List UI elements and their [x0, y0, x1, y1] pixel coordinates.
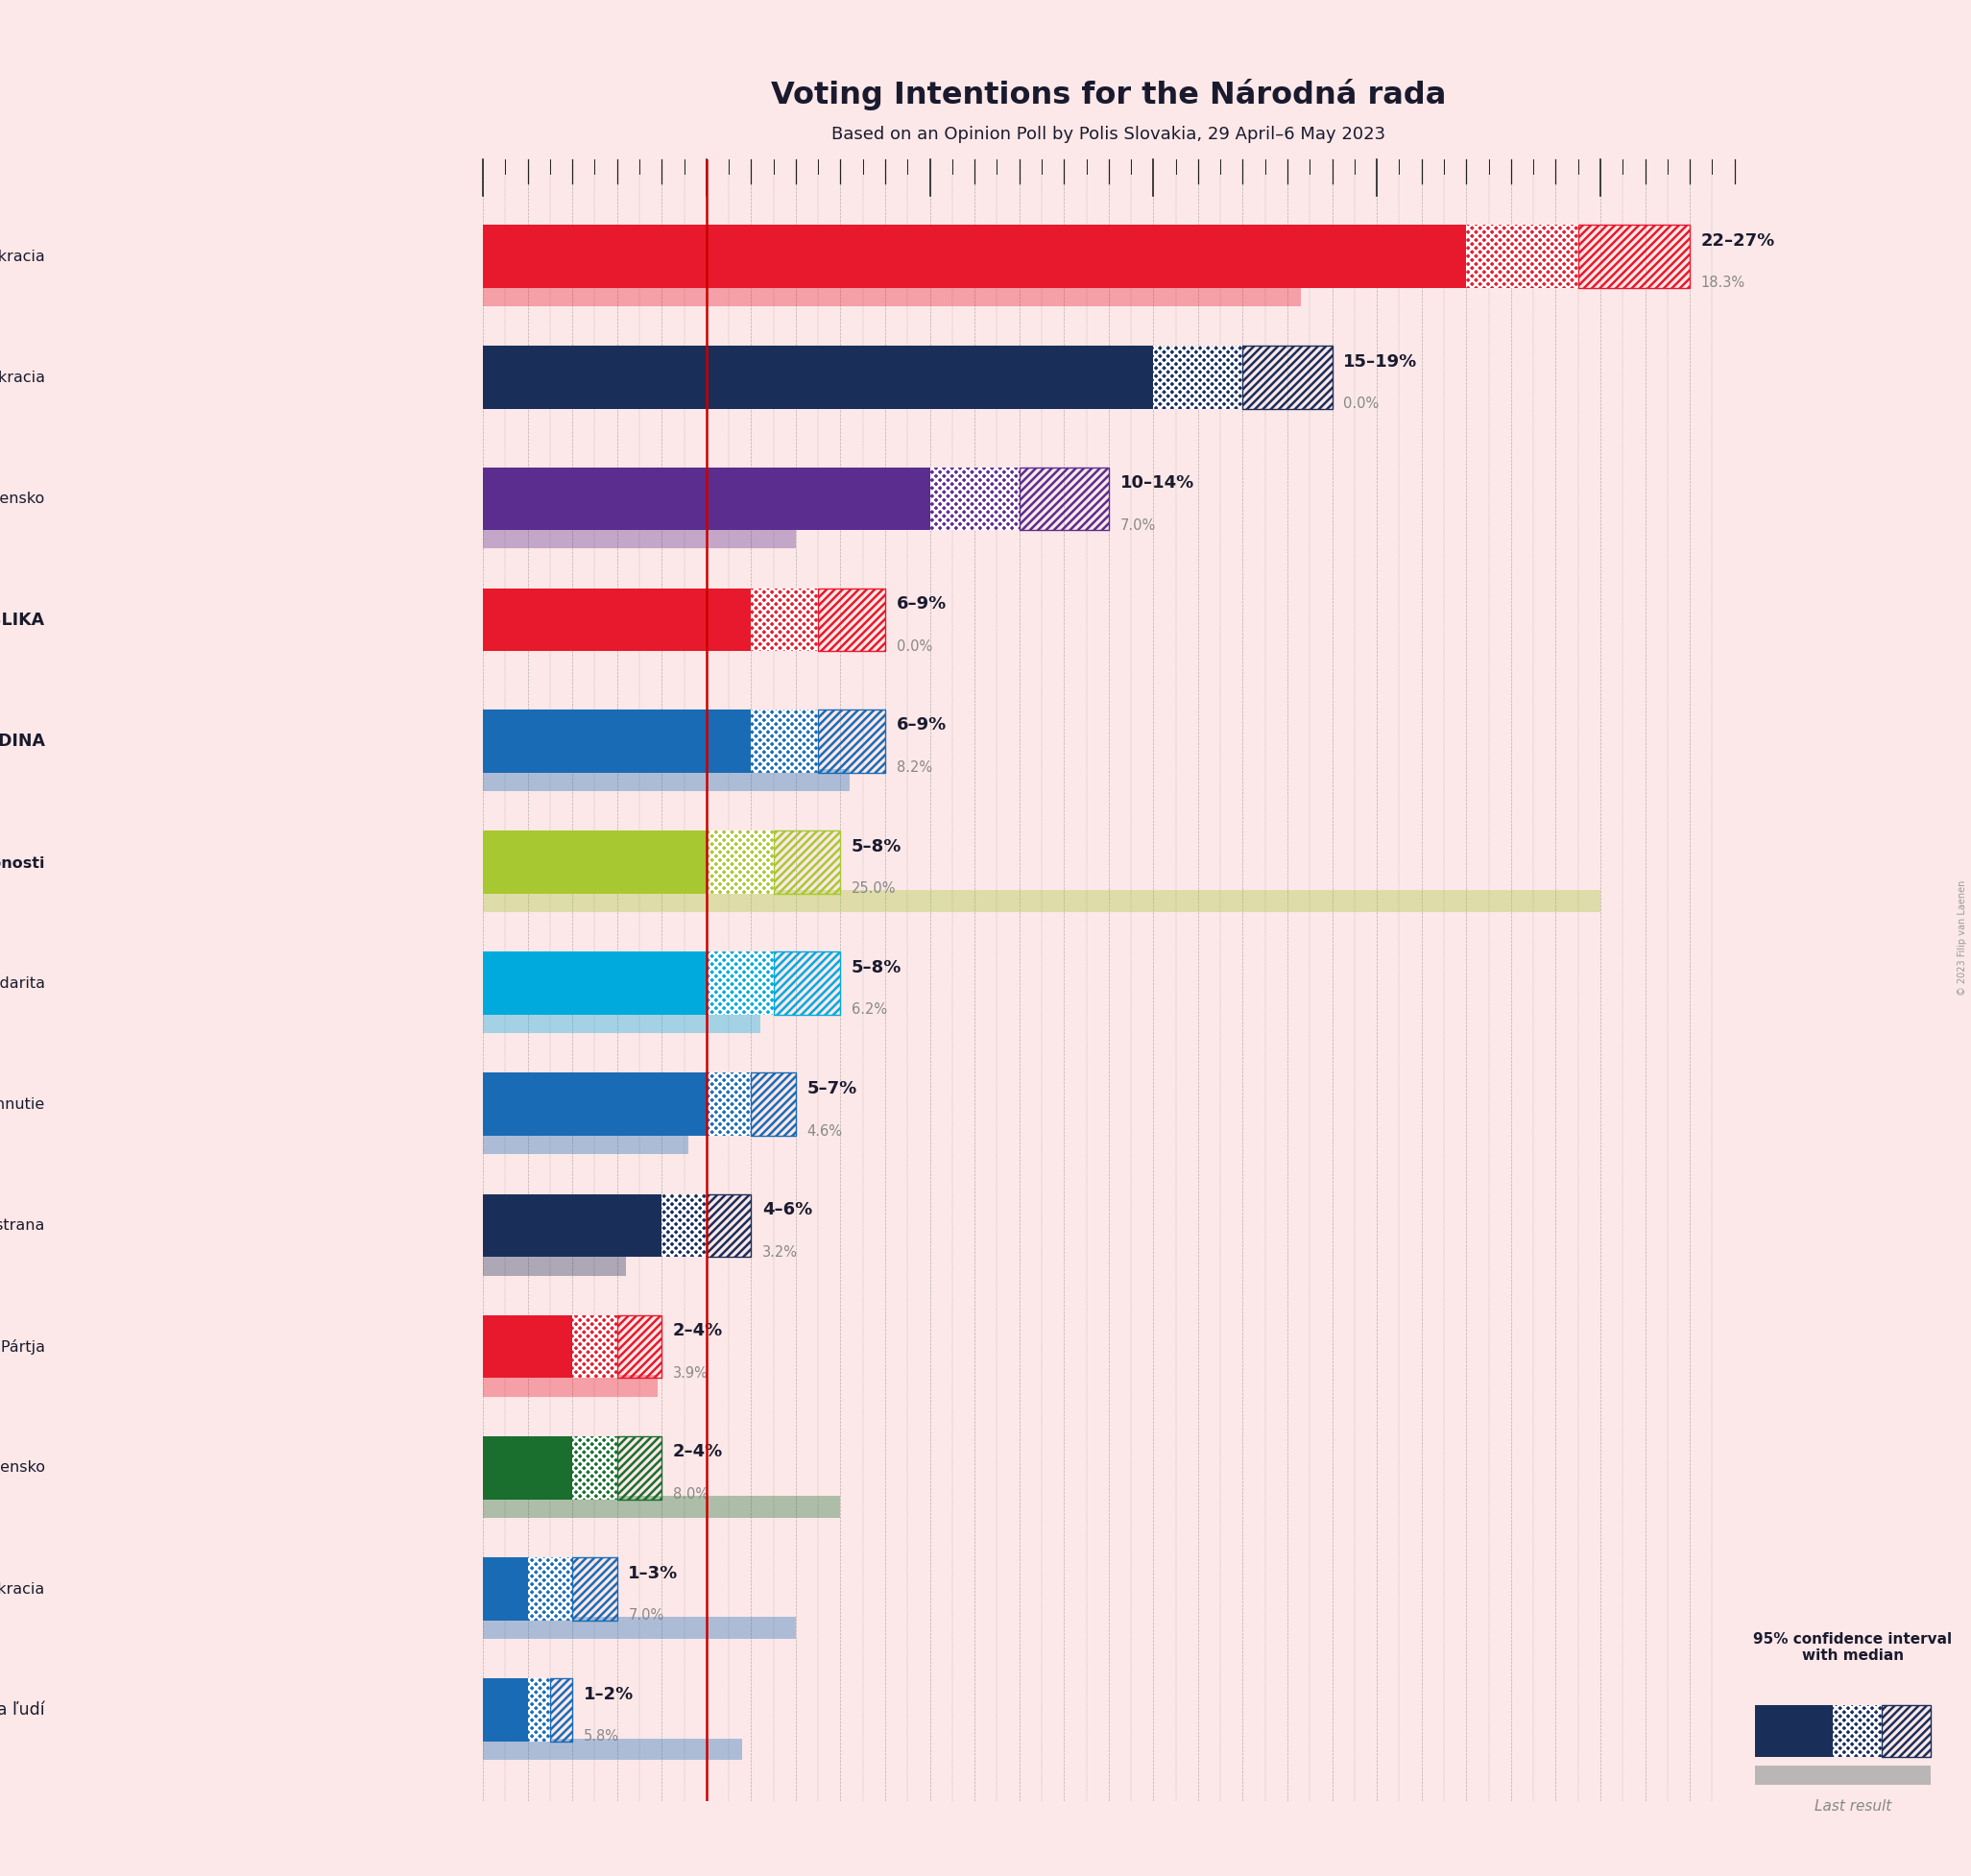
- Bar: [483, 1617, 796, 1640]
- Bar: [483, 951, 706, 1015]
- Text: 25.0%: 25.0%: [851, 882, 897, 897]
- Text: 0.0%: 0.0%: [1344, 398, 1380, 411]
- Bar: [483, 1495, 840, 1518]
- Text: 6–9%: 6–9%: [897, 595, 946, 613]
- Text: 8.0%: 8.0%: [672, 1488, 708, 1501]
- Text: REPUBLIKA: REPUBLIKA: [0, 612, 45, 628]
- Bar: [483, 1739, 743, 1760]
- Bar: [773, 831, 840, 893]
- Bar: [483, 831, 706, 893]
- Bar: [483, 1073, 706, 1135]
- Text: 2–4%: 2–4%: [672, 1323, 723, 1339]
- Text: 5–8%: 5–8%: [851, 959, 903, 976]
- Bar: [483, 709, 751, 773]
- Text: Progresívne Slovensko: Progresívne Slovensko: [0, 492, 45, 507]
- Bar: [617, 1437, 662, 1499]
- Bar: [818, 589, 885, 651]
- Text: 3.2%: 3.2%: [763, 1246, 798, 1259]
- Bar: [483, 1557, 528, 1621]
- Text: Kresťanskodemokratické hnutie: Kresťanskodemokratické hnutie: [0, 1097, 45, 1112]
- Text: 3.9%: 3.9%: [672, 1366, 708, 1381]
- Bar: [483, 1375, 656, 1396]
- Bar: [617, 1315, 662, 1379]
- Text: 4–6%: 4–6%: [763, 1201, 812, 1218]
- Bar: [572, 1315, 617, 1379]
- Text: Za ľudí: Za ľudí: [0, 1702, 45, 1718]
- Bar: [1244, 345, 1332, 409]
- Text: 95% confidence interval
with median: 95% confidence interval with median: [1754, 1632, 1951, 1664]
- Text: © 2023 Filip van Laenen: © 2023 Filip van Laenen: [1957, 880, 1967, 996]
- Bar: [550, 1679, 572, 1741]
- Text: 10–14%: 10–14%: [1120, 475, 1194, 492]
- Bar: [483, 1679, 528, 1741]
- Bar: [930, 467, 1019, 531]
- Text: 18.3%: 18.3%: [1701, 276, 1744, 291]
- Text: 7.0%: 7.0%: [1120, 518, 1155, 533]
- Bar: [483, 769, 850, 792]
- Bar: [751, 589, 818, 651]
- Bar: [773, 951, 840, 1015]
- Text: 2–4%: 2–4%: [672, 1443, 723, 1461]
- Text: OBYČAJNÍ ĽUDIA a nezávislé osobnosti: OBYČAJNÍ ĽUDIA a nezávislé osobnosti: [0, 854, 45, 870]
- Bar: [483, 1253, 627, 1276]
- Bar: [483, 589, 751, 651]
- Bar: [706, 951, 773, 1015]
- Bar: [528, 1557, 572, 1621]
- Text: SPOLU–Občianska Demokracia: SPOLU–Občianska Demokracia: [0, 1581, 45, 1596]
- Text: SME RODINA: SME RODINA: [0, 732, 45, 750]
- Text: 15–19%: 15–19%: [1344, 353, 1417, 370]
- Bar: [483, 1193, 662, 1257]
- Bar: [572, 1557, 617, 1621]
- Bar: [706, 1193, 751, 1257]
- Text: 6–9%: 6–9%: [897, 717, 946, 734]
- Bar: [1466, 225, 1579, 287]
- Bar: [706, 831, 773, 893]
- Text: Based on an Opinion Poll by Polis Slovakia, 29 April–6 May 2023: Based on an Opinion Poll by Polis Slovak…: [832, 126, 1386, 143]
- Text: Last result: Last result: [1813, 1799, 1892, 1814]
- Text: 5–7%: 5–7%: [806, 1081, 857, 1097]
- Bar: [483, 345, 1153, 409]
- Bar: [1833, 1705, 1882, 1756]
- Text: HLAS–sociálna demokracia: HLAS–sociálna demokracia: [0, 370, 45, 385]
- Bar: [483, 1437, 572, 1499]
- Bar: [1153, 345, 1244, 409]
- Bar: [483, 285, 1301, 306]
- Text: 4.6%: 4.6%: [806, 1124, 842, 1139]
- Text: 22–27%: 22–27%: [1701, 233, 1776, 250]
- Bar: [483, 527, 796, 548]
- Text: 8.2%: 8.2%: [897, 760, 932, 775]
- Text: 0.0%: 0.0%: [897, 640, 932, 653]
- Text: Voting Intentions for the Národná rada: Voting Intentions for the Národná rada: [771, 79, 1447, 111]
- Text: 6.2%: 6.2%: [851, 1002, 887, 1017]
- Bar: [662, 1193, 706, 1257]
- Bar: [706, 1073, 751, 1135]
- Text: Sloboda a Solidarita: Sloboda a Solidarita: [0, 976, 45, 991]
- Text: 1–3%: 1–3%: [629, 1565, 678, 1581]
- Text: 5–8%: 5–8%: [851, 839, 903, 855]
- Bar: [572, 1437, 617, 1499]
- Bar: [483, 1315, 572, 1379]
- Text: Strana maďarskej koalìie–Magyar Koalìió Pártja: Strana maďarskej koalìie–Magyar Koalìió …: [0, 1339, 45, 1354]
- Bar: [1756, 1705, 1833, 1756]
- Bar: [751, 709, 818, 773]
- Text: 7.0%: 7.0%: [629, 1608, 664, 1623]
- Text: Kotleba–Ľudová strana Naše Slovensko: Kotleba–Ľudová strana Naše Slovensko: [0, 1461, 45, 1475]
- Bar: [483, 225, 1466, 287]
- Bar: [1579, 225, 1689, 287]
- Text: Slovenská národná strana: Slovenská národná strana: [0, 1218, 45, 1233]
- Text: 5.8%: 5.8%: [583, 1730, 619, 1745]
- Bar: [483, 467, 930, 531]
- Bar: [751, 1073, 796, 1135]
- Bar: [483, 1011, 761, 1034]
- Bar: [528, 1679, 550, 1741]
- Bar: [483, 1133, 688, 1154]
- Bar: [1019, 467, 1108, 531]
- Bar: [483, 891, 1600, 912]
- Bar: [1882, 1705, 1932, 1756]
- Text: 1–2%: 1–2%: [583, 1687, 633, 1703]
- Bar: [818, 709, 885, 773]
- Bar: [1756, 1765, 1932, 1786]
- Text: SMER–sociálna demokracia: SMER–sociálna demokracia: [0, 250, 45, 263]
